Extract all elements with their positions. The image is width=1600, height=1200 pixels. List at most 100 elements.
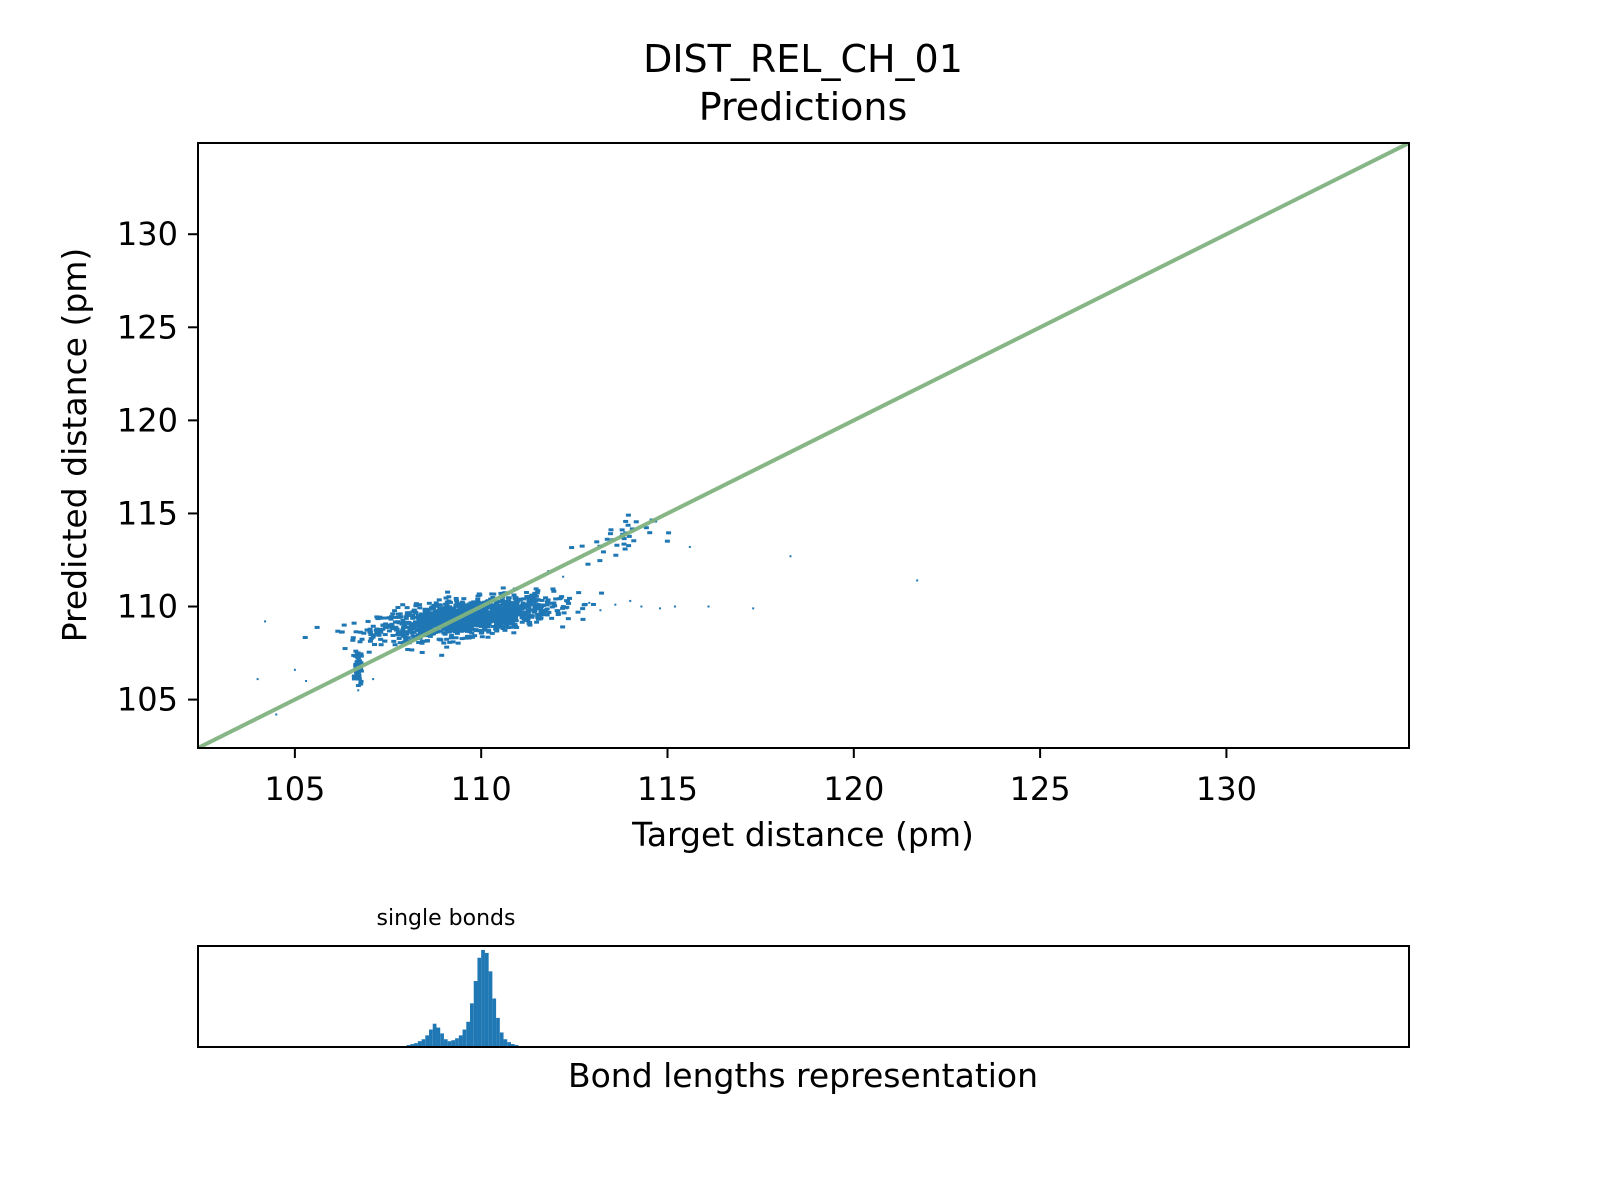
scatter-point <box>532 609 538 613</box>
scatter-point <box>416 641 422 645</box>
scatter-point <box>516 605 522 609</box>
scatter-point <box>426 601 432 605</box>
scatter-point <box>462 621 468 625</box>
scatter-point <box>445 590 451 594</box>
scatter-point <box>476 610 482 614</box>
scatter-point <box>425 612 431 616</box>
scatter-point <box>491 592 497 596</box>
scatter-point <box>413 602 419 606</box>
chart-subtitle: Predictions <box>699 85 908 129</box>
scatter-point <box>504 599 510 603</box>
scatter-point <box>371 633 377 637</box>
scatter-point <box>407 629 413 633</box>
scatter-point <box>414 621 420 625</box>
scatter-point <box>458 622 464 626</box>
scatter-point <box>441 627 447 631</box>
scatter-point <box>551 601 557 605</box>
scatter-point <box>466 634 472 638</box>
scatter-point <box>486 611 492 615</box>
scatter-point <box>454 599 460 603</box>
scatter-point <box>419 640 425 644</box>
scatter-point <box>400 603 406 607</box>
scatter-point <box>538 616 544 620</box>
scatter-point <box>622 547 628 551</box>
scatter-point <box>404 630 410 634</box>
scatter-point <box>549 616 555 620</box>
scatter-point <box>647 531 653 535</box>
scatter-point <box>453 604 459 608</box>
histogram-bar <box>470 1003 474 1047</box>
scatter-point <box>400 628 406 632</box>
scatter-point <box>338 630 344 634</box>
scatter-point <box>567 596 573 600</box>
scatter-point <box>447 624 453 628</box>
scatter-point <box>514 602 520 606</box>
scatter-point <box>521 597 527 601</box>
scatter-point <box>390 634 396 638</box>
histogram-bar <box>481 950 485 1047</box>
scatter-point <box>405 648 411 652</box>
scatter-point <box>395 632 401 636</box>
x-axis-label: Target distance (pm) <box>631 815 974 854</box>
scatter-point <box>441 641 447 645</box>
scatter-point <box>488 620 494 624</box>
scatter-point <box>420 625 426 629</box>
histogram-bar <box>499 1032 504 1047</box>
scatter-point <box>494 627 500 631</box>
scatter-point <box>453 596 459 600</box>
scatter-point <box>752 607 755 610</box>
scatter-point <box>522 605 528 609</box>
scatter-point <box>451 625 457 629</box>
histogram-bar <box>414 1043 418 1047</box>
scatter-point <box>530 594 536 598</box>
scatter-point <box>513 619 519 623</box>
scatter-point <box>523 590 529 594</box>
scatter-point <box>450 640 456 644</box>
scatter-point <box>403 615 409 619</box>
scatter-point <box>389 622 395 626</box>
scatter-point <box>350 636 356 640</box>
scatter-point <box>382 633 388 637</box>
scatter-point <box>659 607 662 610</box>
scatter-point <box>416 626 422 630</box>
scatter-point <box>448 617 454 621</box>
scatter-point <box>525 619 531 623</box>
scatter-point <box>629 599 632 602</box>
histogram-x-label: Bond lengths representation <box>568 1056 1038 1095</box>
scatter-point <box>419 612 425 616</box>
scatter-point <box>409 648 415 652</box>
scatter-point <box>607 532 613 536</box>
scatter-point <box>427 634 433 638</box>
scatter-point <box>464 607 470 611</box>
scatter-point <box>448 628 454 632</box>
y-axis-ticks: 105 110 115 120 125 130 <box>117 215 198 719</box>
scatter-point <box>604 537 610 541</box>
scatter-point <box>599 591 605 595</box>
scatter-point <box>386 629 392 633</box>
scatter-point <box>475 597 481 601</box>
scatter-point <box>351 677 357 681</box>
scatter-point <box>424 639 430 643</box>
scatter-point <box>527 602 533 606</box>
scatter-point <box>506 612 512 616</box>
scatter-point <box>444 637 450 641</box>
scatter-point <box>430 624 436 628</box>
scatter-point <box>355 677 361 681</box>
scatter-point <box>531 610 537 614</box>
scatter-point <box>509 625 515 629</box>
scatter-point <box>480 601 486 605</box>
scatter-point <box>374 627 380 631</box>
scatter-point <box>497 615 503 619</box>
scatter-point <box>532 591 538 595</box>
histogram-bar <box>466 1021 471 1047</box>
scatter-point <box>511 612 517 616</box>
scatter-point <box>614 603 617 606</box>
scatter-point <box>365 619 371 623</box>
scatter-point <box>423 615 429 619</box>
scatter-point <box>566 601 572 605</box>
scatter-point <box>443 596 449 600</box>
scatter-point <box>569 546 575 550</box>
scatter-point <box>588 601 591 604</box>
scatter-point <box>477 620 483 624</box>
scatter-point <box>420 622 426 626</box>
